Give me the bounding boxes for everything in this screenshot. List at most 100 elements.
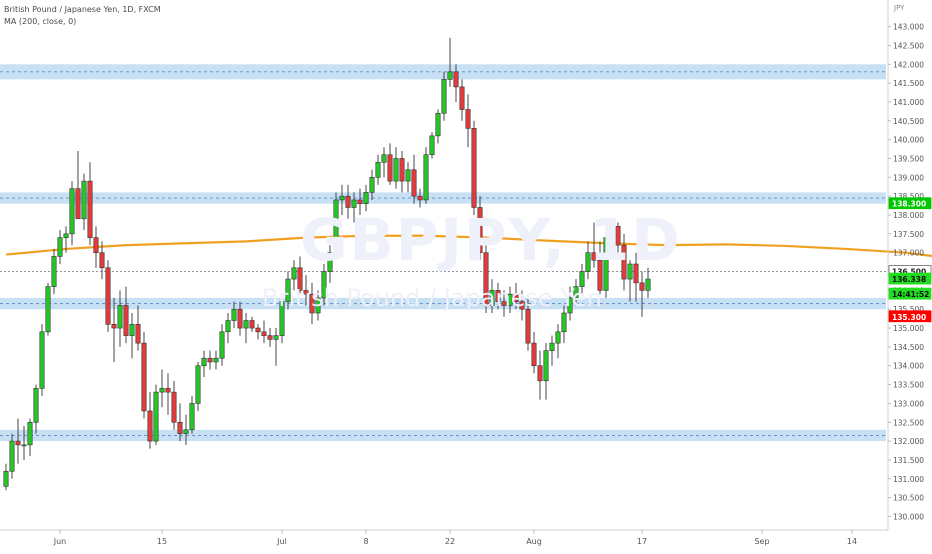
price-tick-label: 140.000 <box>893 136 924 145</box>
price-tag-bg <box>888 287 932 300</box>
candle-up <box>567 297 573 314</box>
candle-up <box>393 158 399 182</box>
currency-label: JPY <box>893 4 905 12</box>
candle-up <box>603 237 609 291</box>
candle-down <box>309 293 315 314</box>
candle-up <box>375 161 381 178</box>
candle-down <box>495 290 501 302</box>
candle-up <box>39 331 45 389</box>
price-tick-label: 139.000 <box>893 173 924 182</box>
candle-down <box>141 342 147 412</box>
candle-down <box>525 308 531 344</box>
candle-up <box>543 350 549 382</box>
candle-down <box>399 158 405 182</box>
candle-up <box>573 286 579 299</box>
candle-down <box>165 388 171 393</box>
candle-up <box>21 444 27 447</box>
candle-up <box>507 293 513 306</box>
candle-up <box>555 331 561 344</box>
candle-up <box>279 301 285 336</box>
candle-down <box>537 365 543 382</box>
candle-up <box>189 403 195 431</box>
candle-down <box>501 301 507 306</box>
price-tick-label: 132.500 <box>893 418 924 427</box>
candle-down <box>621 244 627 280</box>
candle-up <box>333 199 339 253</box>
candle-down <box>591 252 597 261</box>
zone-band <box>0 297 886 310</box>
candle-up <box>447 71 453 80</box>
symbol-legend[interactable]: British Pound / Japanese Yen, 1D, FXCM <box>4 5 161 14</box>
time-tick-label: 17 <box>637 537 647 546</box>
price-tag-label: 136.338 <box>892 275 926 284</box>
price-tick-label: 135.500 <box>893 305 924 314</box>
candle-up <box>363 192 369 205</box>
candle-up <box>441 79 447 114</box>
price-tick-label: 137.000 <box>893 249 924 258</box>
price-tick-label: 142.000 <box>893 60 924 69</box>
candle-down <box>177 421 183 434</box>
candle-up <box>69 188 75 235</box>
candle-up <box>27 421 33 446</box>
price-tick-label: 138.500 <box>893 192 924 201</box>
price-tick-label: 130.500 <box>893 494 924 503</box>
zone-band <box>0 429 886 442</box>
candle-up <box>315 297 321 314</box>
candle-up <box>327 252 333 272</box>
time-tick-label: 14 <box>847 537 857 546</box>
candle-up <box>45 286 51 333</box>
candle-up <box>291 267 297 280</box>
candle-up <box>9 440 15 472</box>
candle-down <box>267 335 273 340</box>
candle-down <box>459 86 465 110</box>
candle-up <box>183 429 189 434</box>
price-tick-label: 137.500 <box>893 230 924 239</box>
candle-down <box>345 195 351 208</box>
candle-up <box>243 320 249 329</box>
candle-down <box>99 252 105 269</box>
price-axis[interactable]: JPY 143.000 142.500 142.000 141.500 141.000 14… <box>887 0 924 530</box>
price-tag-label: 135.300 <box>892 313 926 322</box>
candle-down <box>87 180 93 238</box>
candle-down <box>93 237 99 253</box>
candle-down <box>111 323 117 329</box>
price-tag-label: 136.500 <box>892 268 926 277</box>
candle-down <box>453 71 459 88</box>
candle-up <box>201 357 207 367</box>
candle-up <box>579 271 585 287</box>
time-tick-label: Jun <box>53 537 67 546</box>
candle-up <box>321 271 327 299</box>
candle-up <box>285 278 291 302</box>
candle-down <box>105 267 111 325</box>
time-tick-label: Sep <box>754 537 769 546</box>
price-tick-label: 133.500 <box>893 381 924 390</box>
candle-down <box>357 199 363 205</box>
moving-average-line <box>5 234 932 258</box>
candle-down <box>261 331 267 336</box>
candle-up <box>561 312 567 333</box>
candle-down <box>147 410 153 442</box>
zone-band <box>0 64 886 80</box>
price-tick-label: 134.000 <box>893 362 924 371</box>
candle-down <box>75 188 81 220</box>
ma-legend[interactable]: MA (200, close, 0) <box>4 17 77 26</box>
candle-up <box>585 252 591 272</box>
price-tick-label: 133.000 <box>893 399 924 408</box>
price-tick-label: 140.500 <box>893 117 924 126</box>
time-tick-label: 8 <box>363 537 368 546</box>
price-tick-label: 142.500 <box>893 41 924 50</box>
price-tag-bg <box>888 272 932 285</box>
candle-down <box>597 259 603 291</box>
candle-down <box>615 226 621 246</box>
candle-up <box>549 342 555 351</box>
time-axis[interactable]: Jun15Jul822Aug17Sep14Oct1221Nov16 <box>0 529 932 546</box>
time-tick-label: Aug <box>526 537 542 546</box>
candle-down <box>303 290 309 295</box>
price-tick-label: 143.000 <box>893 23 924 32</box>
candle-up <box>81 180 87 220</box>
ma-200-line <box>5 234 932 258</box>
price-tick-label: 139.500 <box>893 154 924 163</box>
candle-up <box>645 278 651 291</box>
